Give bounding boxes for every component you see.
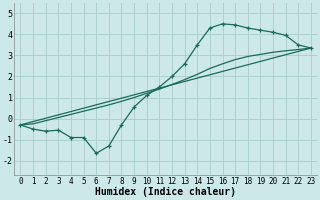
X-axis label: Humidex (Indice chaleur): Humidex (Indice chaleur) — [95, 187, 236, 197]
